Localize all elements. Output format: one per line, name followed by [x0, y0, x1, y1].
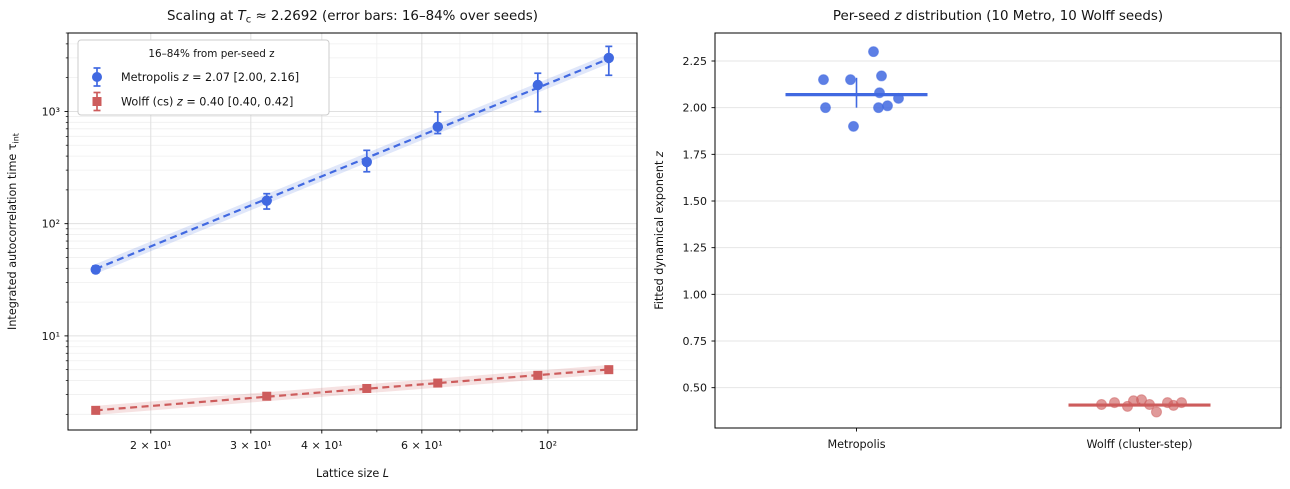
data-point	[433, 378, 443, 388]
data-point	[362, 383, 372, 393]
data-point	[603, 52, 614, 64]
data-point	[604, 365, 614, 375]
left-axis-ticks: 2 × 10¹ 3 × 10¹ 4 × 10¹ 6 × 10¹ 10² 10¹ 10² 10³	[42, 32, 557, 452]
right-panel: Metropolis Wolff (cluster-step) 0.50 0.75 1.…	[653, 9, 1282, 451]
seed-point	[1096, 398, 1107, 410]
y-tick-label: 1.75	[683, 148, 708, 161]
fit-line	[95, 368, 609, 412]
x-axis-label: Lattice size L	[316, 467, 389, 480]
seed-point	[1176, 397, 1187, 409]
right-grid	[715, 60, 1281, 389]
data-point	[91, 405, 101, 415]
seed-point	[1109, 397, 1120, 409]
seed-point	[876, 70, 887, 82]
data-point	[432, 121, 443, 132]
seed-point	[818, 74, 829, 86]
wolff-seed-group	[1068, 394, 1211, 418]
legend: 16–84% from per-seed z Metropolis z = 2.0…	[77, 39, 330, 116]
x-tick-label: 6 × 10¹	[401, 439, 443, 452]
legend-entry-label: Wolff (cs) z = 0.40 [0.40, 0.42]	[121, 96, 293, 109]
category-label: Wolff (cluster-step)	[1087, 438, 1193, 451]
seed-point	[873, 102, 884, 114]
right-panel-title: Per-seed z distribution (10 Metro, 10 Wo…	[833, 9, 1163, 24]
y-tick-label: 1.00	[683, 288, 708, 301]
data-point	[532, 79, 544, 91]
data-point	[262, 391, 272, 401]
y-tick-label: 2.25	[683, 55, 708, 68]
seed-point	[1151, 406, 1162, 418]
x-tick-label: 10²	[539, 439, 557, 452]
seed-point	[848, 120, 859, 132]
y-tick-label: 0.75	[683, 335, 708, 348]
x-tick-label: 4 × 10¹	[301, 439, 343, 452]
data-point	[261, 195, 272, 206]
y-tick-label: 10¹	[42, 330, 60, 343]
seed-point	[874, 87, 885, 99]
y-axis-label: Fitted dynamical exponent z	[653, 150, 666, 310]
seed-point	[1136, 394, 1147, 406]
y-tick-label: 0.50	[683, 382, 708, 395]
y-tick-label: 10²	[42, 218, 60, 231]
y-tick-label: 1.25	[683, 242, 708, 255]
y-axis-label: Integrated autocorrelation time τint​	[6, 133, 21, 330]
error-bar	[534, 72, 542, 113]
metropolis-series	[90, 45, 614, 275]
x-tick-label: 2 × 10¹	[130, 439, 172, 452]
legend-entry-label: Metropolis z = 2.07 [2.00, 2.16]	[121, 71, 299, 84]
left-grid	[68, 32, 637, 430]
seed-point	[893, 92, 904, 104]
seed-point	[882, 100, 893, 112]
legend-marker	[92, 97, 102, 106]
data-point	[533, 370, 543, 380]
seed-point	[1144, 398, 1155, 410]
seed-point	[845, 74, 856, 86]
data-point	[361, 156, 372, 168]
legend-marker-wolff	[92, 91, 102, 112]
legend-marker	[92, 72, 102, 82]
seed-point	[868, 46, 879, 58]
fit-line	[95, 57, 610, 270]
legend-box	[77, 39, 330, 116]
y-tick-label: 10³	[42, 105, 60, 118]
data-point	[90, 264, 101, 275]
axes-spines	[67, 32, 638, 431]
wolff-series	[91, 364, 614, 415]
legend-marker-metropolis	[92, 67, 102, 87]
left-panel: 2 × 10¹ 3 × 10¹ 4 × 10¹ 6 × 10¹ 10² 10¹ 10² 10³…	[6, 9, 638, 480]
seed-point	[820, 102, 831, 114]
category-label: Metropolis	[827, 438, 885, 451]
left-panel-title: Scaling at Tc​ ≈ 2.2692 (error bars: 16–…	[167, 9, 538, 26]
metropolis-seed-group	[785, 46, 928, 132]
y-tick-label: 2.00	[683, 102, 708, 115]
legend-title: 16–84% from per-seed z	[148, 48, 274, 60]
x-tick-label: 3 × 10¹	[230, 439, 272, 452]
axes-spines	[714, 32, 1282, 429]
y-tick-label: 1.50	[683, 195, 708, 208]
